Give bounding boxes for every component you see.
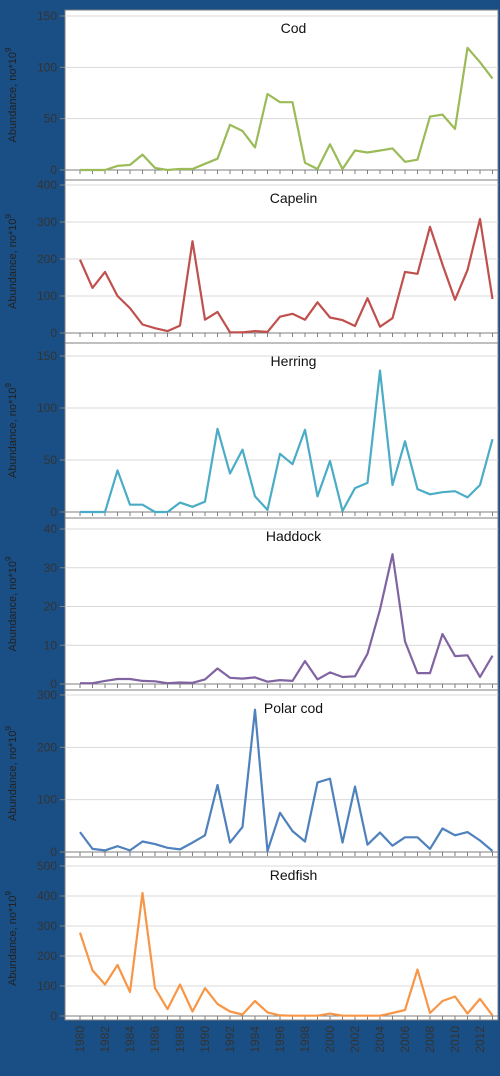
herring-y-tick-label: 0: [50, 505, 57, 519]
x-tick-label: 1982: [98, 1026, 112, 1053]
polar-cod-title: Polar cod: [264, 700, 323, 716]
herring-y-axis-label-exponent: 9: [4, 382, 13, 387]
cod-title: Cod: [281, 20, 307, 36]
redfish-chart: 0 100 200 300 400 500 Redfish Abundance, no*109: [4, 856, 499, 1023]
herring-y-tick-label: 100: [37, 401, 57, 415]
cod-y-axis-label: Abundance, no*109: [4, 47, 19, 143]
cod-y-tick-label: 50: [44, 112, 58, 126]
capelin-y-axis-label: Abundance, no*109: [4, 213, 19, 309]
cod-series-line: [80, 46, 494, 172]
herring-y-tick-label: 50: [44, 453, 58, 467]
capelin-y-tick-label: 0: [50, 326, 57, 340]
redfish-y-tick-label: 400: [37, 889, 57, 903]
cod-plot-frame: [64, 9, 499, 181]
haddock-y-axis-label: Abundance, no*109: [4, 556, 19, 652]
capelin-chart: 0 100 200 300 400 Capelin Abundance, no*109: [4, 178, 499, 344]
x-tick-label: 1994: [248, 1026, 262, 1053]
haddock-y-tick-label: 40: [44, 522, 58, 536]
x-tick-label: 1988: [173, 1026, 187, 1053]
haddock-plot-frame: [64, 517, 499, 691]
x-tick-label: 2008: [423, 1026, 437, 1053]
x-tick-label: 2006: [398, 1026, 412, 1053]
x-tick-label: 1998: [298, 1026, 312, 1053]
x-tick-label: 1990: [198, 1026, 212, 1053]
capelin-y-tick-label: 100: [37, 289, 57, 303]
redfish-y-axis-label-exponent: 9: [4, 890, 13, 895]
polar-cod-y-axis-label: Abundance, no*109: [4, 725, 19, 821]
capelin-y-tick-label: 200: [37, 252, 57, 266]
haddock-y-tick-label: 30: [44, 561, 58, 575]
cod-y-axis-label-exponent: 9: [4, 47, 13, 52]
redfish-y-axis-label: Abundance, no*109: [4, 890, 19, 986]
polar-cod-y-tick-label: 100: [37, 793, 57, 807]
x-tick-label: 2000: [323, 1026, 337, 1053]
redfish-y-tick-label: 500: [37, 859, 57, 873]
x-tick-label: 1996: [273, 1026, 287, 1053]
cod-y-tick-label: 100: [37, 60, 57, 74]
cod-y-tick-label: 0: [50, 163, 57, 177]
capelin-y-tick-label: 300: [37, 215, 57, 229]
redfish-y-tick-label: 200: [37, 949, 57, 963]
herring-y-axis-label-text: Abundance, no*10: [7, 387, 19, 478]
x-tick-label: 1992: [223, 1026, 237, 1053]
x-tick-label: 2012: [473, 1026, 487, 1053]
haddock-chart: 0 10 20 30 40 Haddock Abundance, no*109: [4, 517, 499, 691]
redfish-y-axis-label-text: Abundance, no*10: [7, 895, 19, 986]
cod-chart: 0 50 100 150 Cod Abundance, no*109: [4, 9, 499, 181]
redfish-title: Redfish: [270, 867, 317, 883]
polar-cod-y-tick-label: 200: [37, 740, 57, 754]
herring-y-tick-label: 150: [37, 349, 57, 363]
x-tick-label: 1984: [123, 1026, 137, 1053]
haddock-y-axis-label-text: Abundance, no*10: [7, 561, 19, 652]
polar-cod-plot-frame: [64, 689, 499, 858]
polar-cod-y-tick-label: 0: [50, 845, 57, 859]
polar-cod-chart: 0 100 200 300 Polar cod Abundance, no*109: [4, 688, 499, 859]
x-tick-label: 2010: [448, 1026, 462, 1053]
polar-cod-y-axis-label-exponent: 9: [4, 725, 13, 730]
herring-y-axis-label: Abundance, no*109: [4, 382, 19, 478]
redfish-y-tick-label: 0: [50, 1009, 57, 1023]
haddock-y-axis-label-exponent: 9: [4, 556, 13, 561]
haddock-title: Haddock: [266, 528, 322, 544]
polar-cod-y-axis-label-text: Abundance, no*10: [7, 730, 19, 821]
haddock-y-tick-label: 0: [50, 677, 57, 691]
redfish-series-line: [78, 891, 494, 1017]
x-tick-label: 2004: [373, 1026, 387, 1053]
herring-chart: 0 50 100 150 Herring Abundance, no*109: [4, 342, 499, 519]
herring-series-line: [80, 369, 494, 514]
herring-plot-frame: [64, 342, 499, 519]
cod-y-tick-label: 150: [37, 9, 57, 23]
haddock-y-tick-label: 10: [44, 638, 58, 652]
redfish-y-tick-label: 300: [37, 919, 57, 933]
capelin-series-line: [78, 217, 494, 334]
cod-y-axis-label-text: Abundance, no*10: [7, 52, 19, 143]
polar-cod-y-tick-label: 300: [37, 688, 57, 702]
haddock-series-line: [80, 553, 494, 685]
haddock-y-tick-label: 20: [44, 600, 58, 614]
capelin-y-axis-label-text: Abundance, no*10: [7, 218, 19, 309]
capelin-y-axis-label-exponent: 9: [4, 213, 13, 218]
x-tick-label: 1986: [148, 1026, 162, 1053]
herring-title: Herring: [271, 353, 317, 369]
x-axis-tick-labels: 1980 1982 1984 1986 1988 1990 1992 1994 1996 1998…: [73, 1026, 487, 1053]
x-tick-label: 1980: [73, 1026, 87, 1053]
x-tick-label: 2002: [348, 1026, 362, 1053]
capelin-title: Capelin: [270, 190, 317, 206]
polar-cod-series-line: [79, 708, 494, 853]
capelin-y-tick-label: 400: [37, 178, 57, 192]
redfish-y-tick-label: 100: [37, 979, 57, 993]
